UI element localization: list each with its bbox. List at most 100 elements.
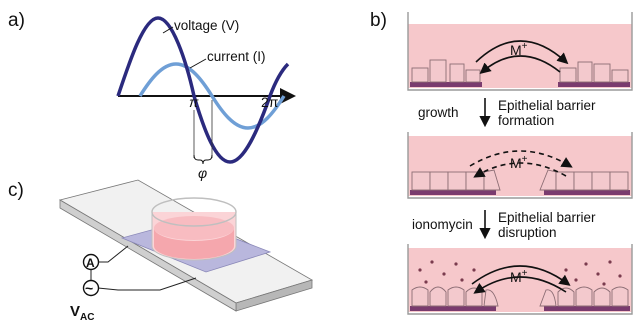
voltage-pointer xyxy=(162,26,174,34)
panel-a: a) voltage (V) current (I) π 2π φ xyxy=(8,10,296,181)
well-2-flux-bottom xyxy=(473,162,567,178)
vac-main: V xyxy=(70,303,80,320)
well-1-ion-label: M+ xyxy=(510,41,528,58)
ion-symbol: M xyxy=(510,155,522,171)
ion-charge: + xyxy=(522,41,528,52)
wire-top xyxy=(98,245,129,263)
cell xyxy=(611,286,629,307)
step-1-right-line2: formation xyxy=(498,113,554,128)
well-1-flux-top xyxy=(475,40,569,65)
particle xyxy=(424,280,428,284)
cell xyxy=(465,171,485,191)
cell xyxy=(573,171,593,191)
ammeter-label: A xyxy=(86,256,95,270)
ac-source-symbol xyxy=(82,279,100,297)
particle xyxy=(608,260,612,264)
cell xyxy=(447,171,467,191)
tick-pi: π xyxy=(189,94,199,110)
tick-2pi: 2π xyxy=(261,94,279,110)
well-2: M+ xyxy=(407,132,633,199)
particle xyxy=(454,262,458,266)
well-liquid xyxy=(154,228,234,259)
well-2-substrate-right xyxy=(544,190,630,195)
ion-symbol: M xyxy=(510,269,522,285)
well-3-cells-right xyxy=(539,286,629,307)
particle xyxy=(596,272,600,276)
step-1-left-label: growth xyxy=(418,105,459,120)
ion-charge: + xyxy=(522,268,528,279)
well-2-walls xyxy=(407,132,633,199)
step-2-right-line1: Epithelial barrier xyxy=(498,210,596,225)
wire-bottom xyxy=(97,277,197,291)
cell xyxy=(411,171,431,191)
cell xyxy=(483,169,501,191)
ammeter-symbol xyxy=(82,253,100,271)
cell xyxy=(465,69,481,83)
cell xyxy=(611,69,629,83)
well-1: M+ xyxy=(407,12,633,91)
well-3-cells-left xyxy=(411,286,499,307)
vac-label: VAC xyxy=(70,303,94,323)
cell xyxy=(539,289,557,307)
particle xyxy=(472,268,476,272)
well-rim xyxy=(151,197,237,227)
cell xyxy=(591,171,611,191)
panel-a-label: a) xyxy=(8,10,25,31)
well-3-walls xyxy=(407,244,633,315)
cell xyxy=(575,286,593,307)
cell xyxy=(577,61,593,83)
particle xyxy=(584,262,588,266)
well-1-cells-left xyxy=(411,59,481,83)
well-3-ion-label: M+ xyxy=(510,268,528,285)
particle xyxy=(602,282,606,286)
step-2-right-line2: disruption xyxy=(498,225,557,240)
cell xyxy=(483,289,499,307)
particle xyxy=(618,274,622,278)
well-2-cells-right xyxy=(539,169,629,191)
panel-b: b) M+ growth Epit xyxy=(370,10,633,315)
cell xyxy=(411,67,429,83)
well-1-cells-right xyxy=(559,61,629,83)
well-1-walls xyxy=(407,12,633,91)
cell xyxy=(465,287,483,307)
voltage-wave xyxy=(116,16,290,164)
well-3-substrate-right xyxy=(544,306,630,311)
cell xyxy=(447,286,465,307)
cell xyxy=(429,171,449,191)
particle xyxy=(460,278,464,282)
well-3-substrate-left xyxy=(410,306,496,311)
ion-symbol: M xyxy=(510,42,522,58)
phase-brace xyxy=(193,154,213,165)
well-3-flux-top xyxy=(471,265,571,286)
cell xyxy=(411,286,429,307)
cell xyxy=(429,286,447,307)
panel-b-label: b) xyxy=(370,10,387,31)
cell xyxy=(609,171,629,191)
well-3: M+ xyxy=(407,244,633,315)
cell xyxy=(449,63,465,83)
particle xyxy=(574,278,578,282)
voltage-label: voltage (V) xyxy=(174,18,239,33)
panel-c-label: c) xyxy=(8,180,24,201)
particle xyxy=(442,272,446,276)
phase-label: φ xyxy=(198,165,207,181)
particle xyxy=(430,260,434,264)
cell xyxy=(593,63,611,83)
well-2-flux-top xyxy=(469,150,573,168)
ionomycin-particles xyxy=(418,260,622,286)
cell xyxy=(593,287,611,307)
well-2-ion-label: M+ xyxy=(510,154,528,171)
well-2-cells-left xyxy=(411,169,501,191)
well-1-flux-bottom xyxy=(479,55,561,75)
well-1-substrate-right xyxy=(558,82,630,87)
ac-source-glyph: ~ xyxy=(85,280,93,296)
cell xyxy=(557,287,575,307)
particle xyxy=(418,268,422,272)
well-liquid-surface xyxy=(154,216,234,240)
particle xyxy=(564,268,568,272)
panel-c: c) A ~ VAC xyxy=(8,179,314,323)
step-1-right-line1: Epithelial barrier xyxy=(498,98,596,113)
current-pointer xyxy=(189,58,207,69)
cell xyxy=(429,59,447,83)
